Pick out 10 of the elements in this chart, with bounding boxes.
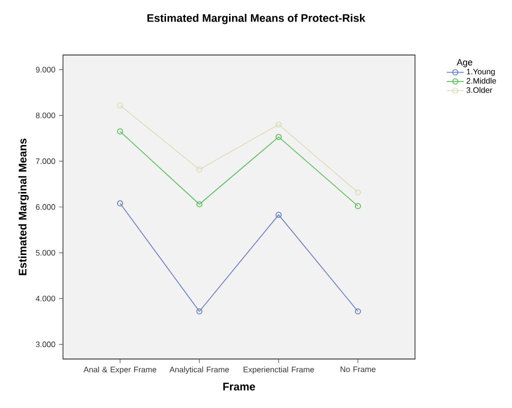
point — [276, 122, 282, 128]
point — [276, 134, 282, 140]
y-axis-title: Estimated Marginal Means — [18, 138, 29, 276]
chart-title: Estimated Marginal Means of Protect-Risk — [147, 14, 366, 24]
legend-title: Age — [456, 59, 472, 68]
x-axis-title: Frame — [223, 382, 256, 390]
point — [196, 166, 202, 173]
point — [196, 201, 202, 208]
point — [196, 308, 202, 314]
point — [276, 212, 282, 218]
